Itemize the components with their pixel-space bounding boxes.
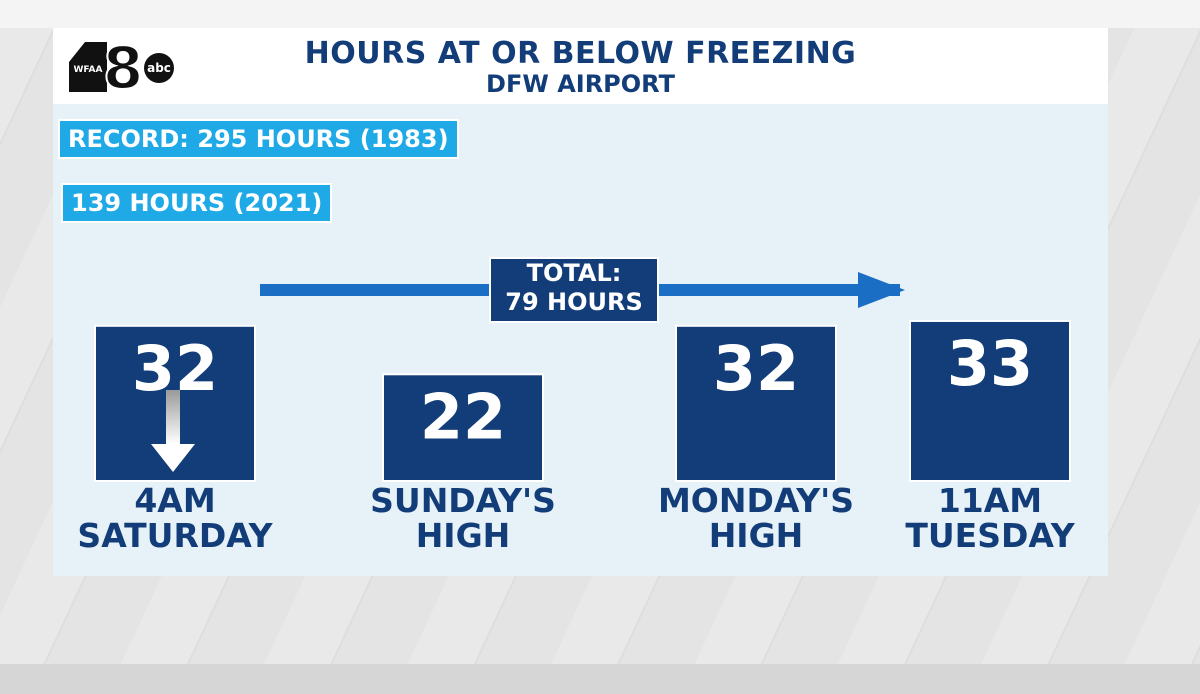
category-label: 4AM [134,481,215,520]
header-bar: WFAA 8 abc HOURS AT OR BELOW FREEZING DF… [53,28,1108,104]
logo-station-text: WFAA [74,65,103,75]
bar-value-label: 22 [420,380,506,453]
logo-corner [69,42,85,62]
record-tag: RECORD: 295 HOURS (1983) [58,119,459,159]
chart-subtitle: DFW AIRPORT [486,70,675,98]
bar-value-label: 32 [713,332,799,405]
logo-network-text: abc [147,61,171,75]
graphic-panel: WFAA 8 abc HOURS AT OR BELOW FREEZING DF… [53,28,1108,576]
bar [909,319,1071,483]
category-label: SUNDAY'S [370,481,556,520]
labels-layer: 4AMSATURDAYSUNDAY'SHIGHMONDAY'SHIGH11AMT… [77,481,1075,555]
wfaa-8-abc-logo: WFAA 8 abc [69,36,174,98]
year-2021-tag: 139 HOURS (2021) [61,183,333,223]
total-label: TOTAL: [526,259,622,287]
logo-channel-number: 8 [103,36,143,98]
category-label: SATURDAY [77,516,273,555]
chart-title: HOURS AT OR BELOW FREEZING [304,36,857,71]
total-hours-box: TOTAL: 79 HOURS [489,257,659,323]
category-label: 11AM [938,481,1042,520]
category-label: HIGH [709,516,804,555]
down-arrow-icon [151,390,195,472]
category-label: TUESDAY [905,516,1075,555]
top-band [0,0,1200,28]
logo-abc-circle [144,53,174,83]
bar [382,373,544,482]
category-label: MONDAY'S [658,481,854,520]
bar [675,324,837,482]
bar-value-label: 33 [947,327,1033,400]
down-arrow-head [151,444,195,472]
category-label: HIGH [416,516,511,555]
total-arrow-head [858,272,905,308]
total-value: 79 HOURS [505,288,643,316]
bottom-band [0,664,1200,694]
down-arrow-shaft [166,390,180,444]
